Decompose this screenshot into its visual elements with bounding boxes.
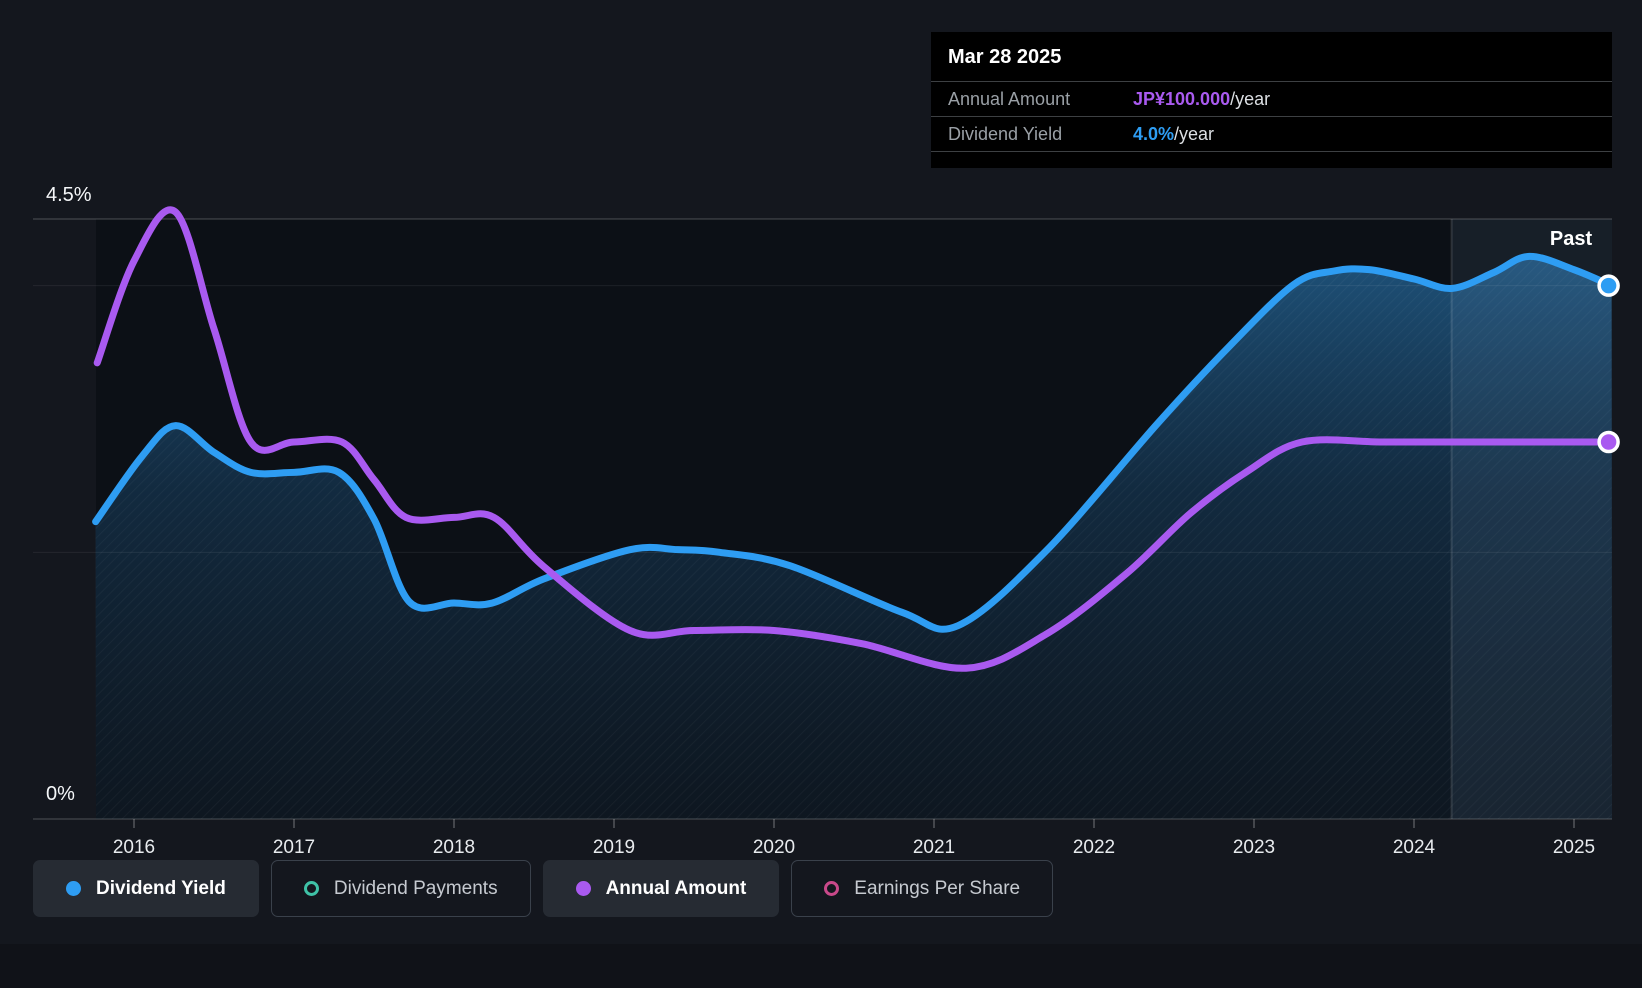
year-label-2023: 2023 (1233, 837, 1275, 858)
y-axis-zero-label: 0% (46, 783, 75, 805)
y-axis-top-label: 4.5% (46, 184, 92, 206)
y-gridlines (33, 218, 1612, 820)
tooltip-annual-amount-value: JP¥100.000 (1133, 88, 1231, 109)
legend-button-annual-amount[interactable]: Annual Amount (542, 860, 780, 917)
legend-label-dividend-payments: Dividend Payments (333, 877, 498, 899)
year-label-2025: 2025 (1553, 837, 1595, 858)
x-axis-labels: 2016 2017 2018 2019 2020 2021 2022 2023 2024 2025 (113, 837, 1595, 858)
tooltip-row-annual-amount: Annual Amount JP¥100.000 /year (931, 82, 1612, 117)
tooltip-dividend-yield-unit: /year (1174, 123, 1215, 144)
year-label-2020: 2020 (753, 837, 795, 858)
tooltip-dividend-yield-value: 4.0% (1133, 123, 1175, 144)
past-year-region (1451, 219, 1612, 819)
past-label: Past (1550, 228, 1593, 250)
legend-label-annual-amount: Annual Amount (605, 877, 747, 899)
tooltip-annual-amount-label: Annual Amount (948, 88, 1071, 109)
chart-legend: Dividend Yield Dividend Payments Annual Am… (33, 860, 1054, 917)
annual-amount-marker-icon (575, 881, 591, 896)
area-texture (95, 256, 1613, 820)
earnings-per-share-marker-icon (824, 881, 840, 896)
dividend-yield-line[interactable] (92, 252, 1616, 633)
bottom-band (0, 944, 1642, 988)
dividend-yield-marker-icon (66, 881, 81, 896)
year-label-2024: 2024 (1393, 837, 1436, 858)
year-label-2017: 2017 (273, 837, 315, 858)
legend-button-dividend-yield[interactable]: Dividend Yield (33, 860, 259, 917)
dividend-payments-marker-icon (303, 881, 319, 896)
year-label-2022: 2022 (1073, 837, 1115, 858)
x-axis-ticks (133, 819, 1575, 828)
legend-button-dividend-payments[interactable]: Dividend Payments (270, 860, 531, 917)
tooltip-dividend-yield-label: Dividend Yield (948, 123, 1063, 144)
chart-tooltip: Mar 28 2025 Annual Amount JP¥100.000 /ye… (931, 32, 1612, 168)
year-label-2018: 2018 (433, 837, 475, 858)
legend-label-dividend-yield: Dividend Yield (96, 877, 226, 899)
tooltip-dividend-yield-row: Dividend Yield 4.0% /year (931, 117, 1612, 152)
legend-label-earnings-per-share: Earnings Per Share (854, 877, 1021, 899)
legend-button-earnings-per-share[interactable]: Earnings Per Share (791, 860, 1054, 917)
tooltip-annual-amount-unit: /year (1230, 88, 1271, 109)
year-label-2021: 2021 (913, 837, 955, 858)
annual-amount-line[interactable] (93, 206, 1616, 672)
year-label-2016: 2016 (113, 837, 155, 858)
dividend-yield-endpoint-marker (1597, 274, 1620, 297)
tooltip-date: Mar 28 2025 (931, 32, 1612, 82)
year-label-2019: 2019 (593, 837, 635, 858)
annual-amount-endpoint-marker (1597, 430, 1620, 454)
